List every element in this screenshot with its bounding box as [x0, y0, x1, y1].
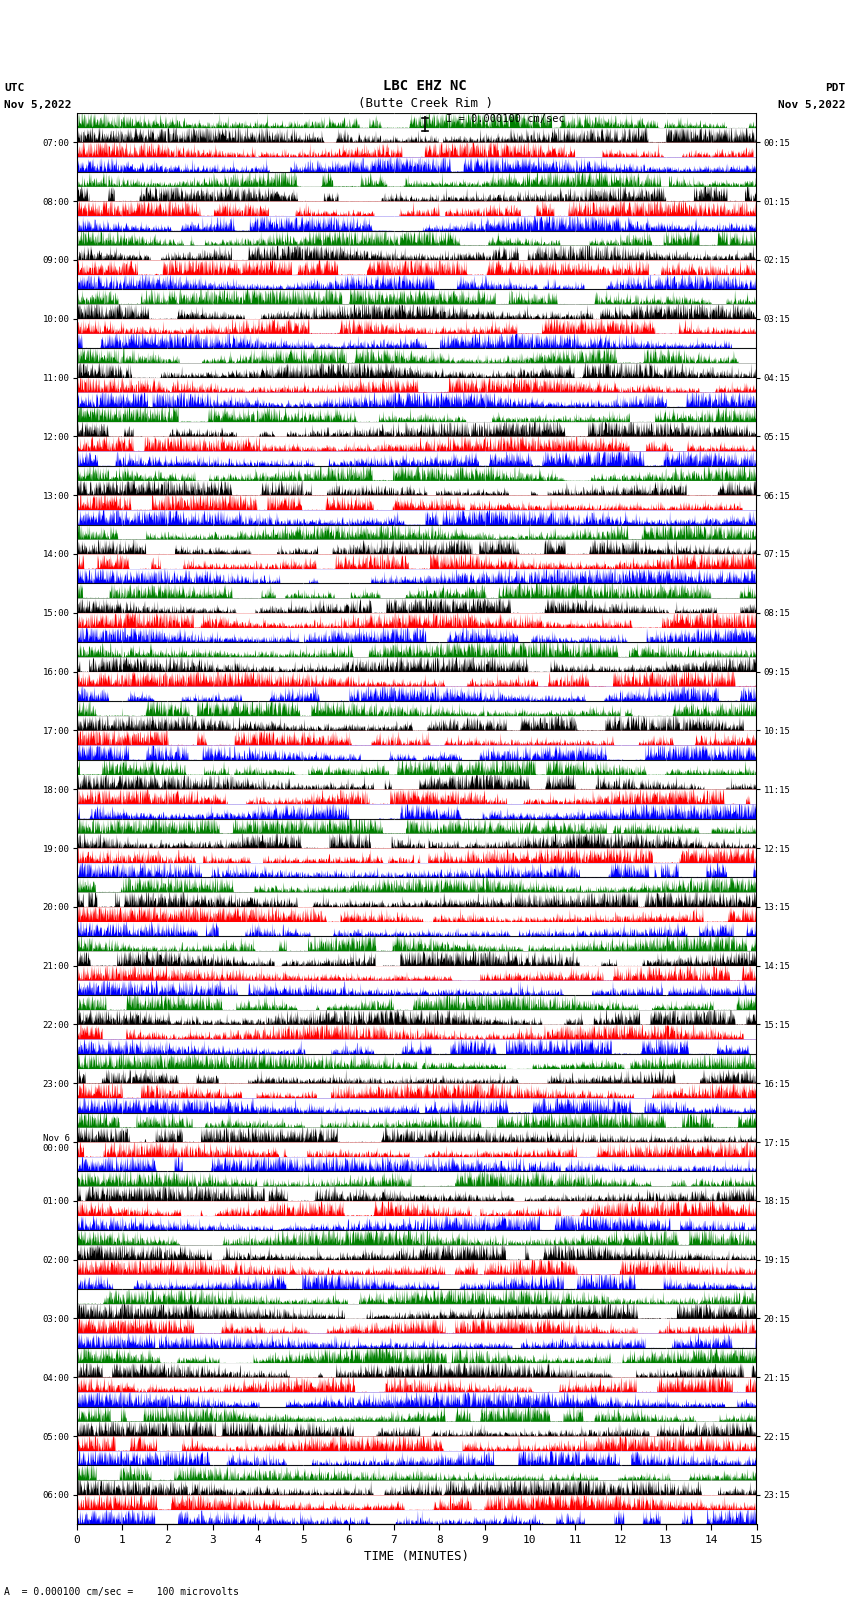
Text: (Butte Creek Rim ): (Butte Creek Rim ) [358, 97, 492, 110]
X-axis label: TIME (MINUTES): TIME (MINUTES) [364, 1550, 469, 1563]
Text: A  = 0.000100 cm/sec =    100 microvolts: A = 0.000100 cm/sec = 100 microvolts [4, 1587, 239, 1597]
Text: Nov 5,2022: Nov 5,2022 [779, 100, 846, 110]
Text: LBC EHZ NC: LBC EHZ NC [383, 79, 467, 92]
Text: PDT: PDT [825, 82, 846, 92]
Text: I = 0.000100 cm/sec: I = 0.000100 cm/sec [446, 115, 565, 124]
Text: UTC: UTC [4, 82, 25, 92]
Text: Nov 5,2022: Nov 5,2022 [4, 100, 71, 110]
